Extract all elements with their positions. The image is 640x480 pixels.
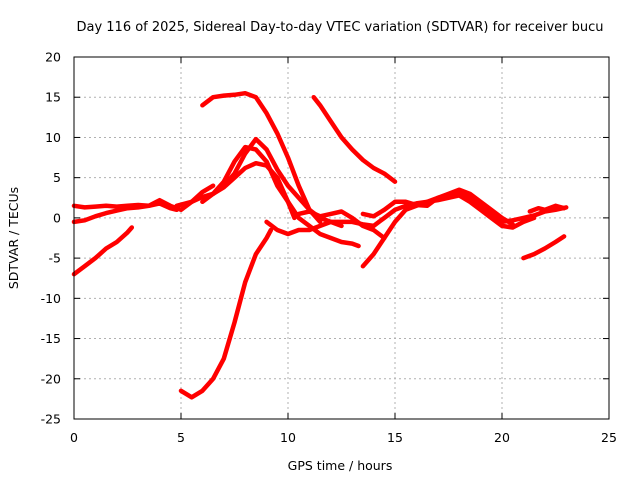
series-trace-7 (200, 90, 323, 225)
y-tick-label: -10 (41, 291, 61, 306)
y-tick-label: 10 (45, 130, 61, 145)
plot-frame (73, 56, 610, 420)
series-trace-15 (527, 203, 567, 214)
x-axis-label: GPS time / hours (288, 458, 393, 473)
y-tick-label: -25 (41, 412, 61, 427)
chart-title: Day 116 of 2025, Sidereal Day-to-day VTE… (76, 20, 603, 35)
series-trace-10 (311, 94, 398, 184)
x-tick-label: 0 (70, 430, 78, 445)
x-tick-label: 10 (280, 430, 296, 445)
x-tick-label: 25 (601, 430, 617, 445)
x-tick-label: 20 (494, 430, 510, 445)
x-tick-label: 5 (177, 430, 185, 445)
series-trace-14 (521, 234, 567, 261)
series-trace-3 (71, 225, 135, 277)
series-trace-11 (296, 209, 387, 241)
y-tick-label: 15 (45, 90, 61, 105)
series-trace-1 (71, 201, 179, 213)
y-axis-label: SDTVAR / TECUs (6, 187, 21, 289)
series-trace-13 (360, 187, 515, 227)
grid-layer (74, 57, 609, 419)
y-tick-label: -5 (49, 251, 61, 266)
x-tick-label: 15 (387, 430, 403, 445)
y-tick-label: -20 (41, 371, 61, 386)
series-trace-4 (174, 160, 297, 221)
y-tick-label: -15 (41, 331, 61, 346)
y-tick-label: 0 (53, 210, 61, 225)
series-layer (71, 90, 569, 400)
series-trace-12 (360, 193, 537, 269)
tick-layer: 0 5 10 15 20 25 -25 -20 -15 -10 -5 0 5 10 15 20 (41, 50, 617, 446)
series-trace-5 (200, 144, 361, 249)
y-tick-label: 5 (53, 170, 61, 185)
series-trace-8 (178, 227, 274, 400)
y-tick-label: 20 (45, 50, 61, 65)
